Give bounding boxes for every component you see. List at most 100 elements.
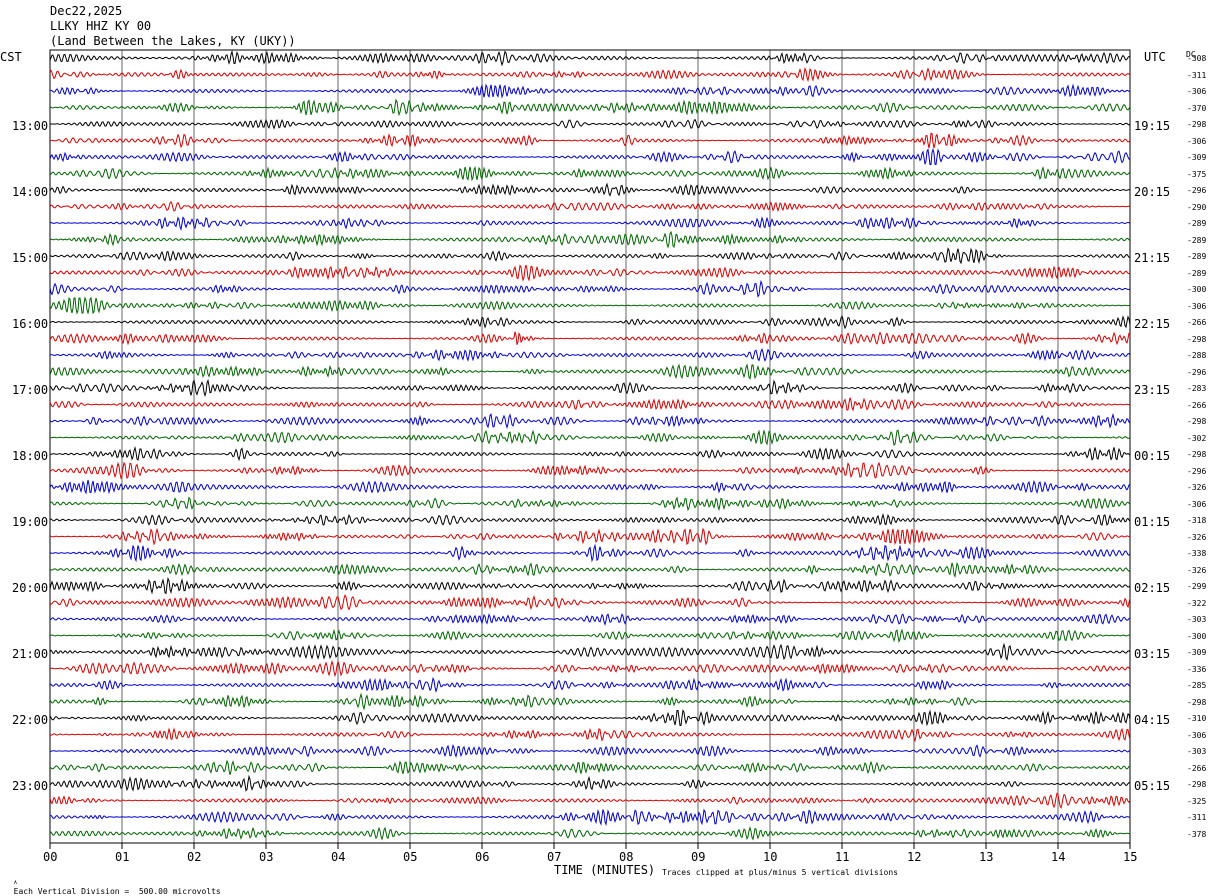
dc-offset-value: -326: [1187, 532, 1207, 542]
dc-offset-value: -303: [1187, 747, 1207, 756]
scale-note-text: Each Vertical Division = 500.00 microvol…: [13, 887, 221, 896]
utc-hour-label: 00:15: [1134, 449, 1171, 463]
right-timezone-label: UTC: [1144, 50, 1166, 64]
dc-offset-value: -283: [1187, 384, 1207, 393]
cst-hour-label: 22:00: [12, 713, 49, 727]
dc-offset-value: -306: [1187, 301, 1207, 311]
dc-offset-value: -300: [1187, 285, 1207, 294]
cst-hour-label: 14:00: [12, 185, 49, 199]
x-axis-title: TIME (MINUTES): [554, 863, 656, 877]
x-tick-label: 01: [115, 850, 130, 864]
dc-offset-value: -290: [1187, 202, 1207, 212]
dc-offset-value: -298: [1187, 450, 1207, 459]
dc-offset-value: -298: [1187, 780, 1207, 789]
cst-hour-label: 21:00: [12, 647, 49, 661]
utc-hour-label: 03:15: [1134, 647, 1171, 661]
x-tick-label: 07: [547, 850, 562, 864]
dc-offset-value: -322: [1187, 598, 1207, 608]
cst-hour-label: 23:00: [12, 779, 49, 793]
x-tick-label: 14: [1051, 850, 1066, 864]
seismic-trace: [49, 216, 1131, 231]
utc-hour-label: 19:15: [1134, 119, 1171, 133]
dc-offset-value: -298: [1187, 417, 1207, 426]
dc-offset-value: -306: [1187, 136, 1207, 146]
x-tick-label: 11: [835, 850, 850, 864]
x-tick-label: 02: [187, 850, 202, 864]
seismic-trace: [49, 727, 1131, 743]
dc-offset-value: -299: [1187, 582, 1207, 591]
dc-offset-value: -306: [1187, 87, 1207, 96]
seismic-trace: [49, 692, 1130, 711]
x-tick-label: 04: [331, 850, 346, 864]
dc-offset-header: DC: [1186, 50, 1196, 59]
cst-hour-label: 13:00: [12, 119, 49, 133]
dc-offset-value: -375: [1187, 169, 1207, 179]
dc-offset-value: -296: [1187, 186, 1207, 195]
seismic-trace: [49, 67, 1131, 83]
seismic-trace: [49, 642, 1131, 661]
cst-hour-label: 20:00: [12, 581, 49, 595]
x-tick-label: 13: [979, 850, 994, 864]
seismic-trace: [49, 296, 1131, 315]
seismic-trace: [49, 479, 1131, 495]
dc-offset-value: -303: [1187, 615, 1207, 624]
cst-hour-label: 15:00: [12, 251, 49, 265]
dc-offset-value: -300: [1187, 631, 1207, 641]
seismic-trace: [49, 412, 1131, 430]
seismic-trace: [49, 709, 1131, 727]
seismic-trace: [49, 825, 1131, 841]
seismic-trace: [50, 743, 1131, 759]
seismic-trace: [49, 49, 1131, 67]
seismic-trace: [49, 561, 1131, 579]
utc-hour-label: 20:15: [1134, 185, 1171, 199]
seismic-trace: [49, 594, 1131, 611]
plot-date: Dec22,2025: [50, 4, 123, 18]
seismic-trace: [49, 513, 1131, 526]
dc-offset-value: -311: [1187, 70, 1207, 80]
dc-offset-value: -266: [1187, 400, 1207, 410]
utc-hour-label: 23:15: [1134, 383, 1171, 397]
dc-offset-value: -309: [1187, 153, 1207, 162]
utc-hour-label: 05:15: [1134, 779, 1171, 793]
seismic-trace: [49, 628, 1131, 644]
x-tick-label: 06: [475, 850, 490, 864]
cst-hour-label: 18:00: [12, 449, 49, 463]
dc-offset-value: -370: [1187, 103, 1207, 113]
dc-offset-value: -266: [1187, 318, 1207, 327]
x-tick-label: 09: [691, 850, 706, 864]
x-tick-label: 08: [619, 850, 634, 864]
small-marker-icon: ∧: [13, 879, 18, 886]
seismic-trace: [49, 774, 1131, 792]
seismic-trace: [49, 200, 1131, 213]
dc-offset-value: -298: [1187, 697, 1207, 707]
seismic-trace: [50, 83, 1131, 99]
seismic-trace: [49, 677, 1131, 693]
dc-offset-value: -289: [1187, 219, 1207, 228]
station-location: (Land Between the Lakes, KY (UKY)): [50, 34, 296, 48]
scale-note: ∧ Each Vertical Division = 500.00 microv…: [4, 868, 221, 896]
dc-offset-value: -288: [1187, 351, 1207, 360]
dc-offset-value: -298: [1187, 334, 1207, 344]
left-timezone-label: CST: [0, 50, 22, 64]
seismic-trace: [49, 132, 1131, 149]
dc-offset-value: -326: [1187, 483, 1207, 492]
seismic-trace: [49, 496, 1131, 512]
seismic-trace: [49, 347, 1131, 362]
dc-offset-value: -338: [1187, 549, 1207, 558]
dc-offset-value: -285: [1187, 681, 1207, 690]
seismic-trace: [49, 314, 1131, 330]
seismic-trace: [49, 576, 1131, 595]
dc-offset-value: -266: [1187, 763, 1207, 773]
dc-offset-value: -308: [1187, 54, 1207, 63]
seismic-trace: [49, 397, 1130, 412]
utc-hour-label: 02:15: [1134, 581, 1171, 595]
clip-note: Traces clipped at plus/minus 5 vertical …: [662, 868, 899, 877]
seismic-trace: [49, 279, 1131, 298]
dc-offset-value: -296: [1187, 466, 1207, 476]
seismic-trace: [49, 543, 1131, 563]
x-tick-label: 00: [43, 850, 58, 864]
seismic-trace: [50, 118, 1131, 130]
seismic-trace: [49, 165, 1131, 182]
seismic-trace: [49, 613, 1131, 626]
